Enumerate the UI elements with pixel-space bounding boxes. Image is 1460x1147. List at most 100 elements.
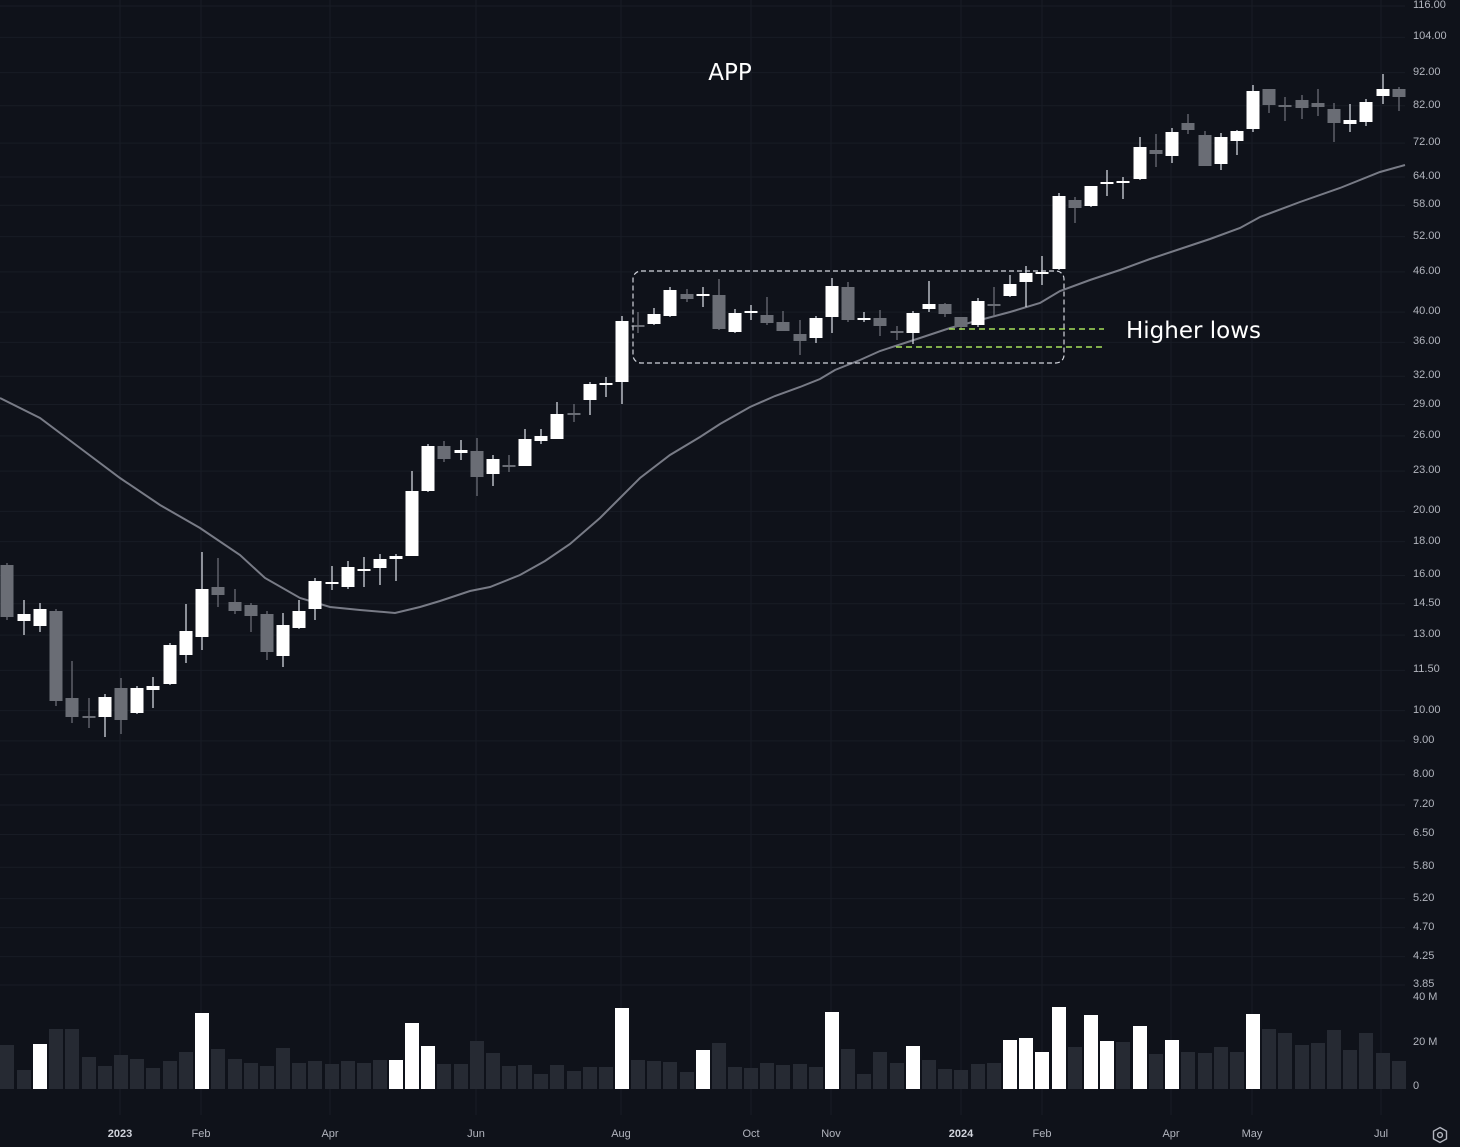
candle-body	[1246, 91, 1260, 129]
volume-bar	[890, 1063, 904, 1089]
price-tick-label: 6.50	[1413, 827, 1435, 840]
candle-body	[65, 698, 79, 717]
volume-bar	[421, 1046, 435, 1089]
settings-gear-icon[interactable]	[1431, 1126, 1449, 1144]
candle-body	[17, 614, 31, 621]
moving-average-line	[0, 164, 1406, 615]
volume-bar	[486, 1053, 500, 1089]
volume-bar	[1262, 1029, 1276, 1089]
volume-bar	[825, 1012, 839, 1089]
price-tick-label: 8.00	[1413, 767, 1435, 780]
candle-body	[793, 334, 807, 341]
volume-bar	[308, 1061, 322, 1089]
price-tick-label: 29.00	[1413, 397, 1441, 410]
candle-body	[987, 304, 1001, 306]
time-tick-label: Feb	[1032, 1128, 1052, 1140]
time-tick-label: Jul	[1373, 1128, 1389, 1140]
volume-bar	[389, 1060, 403, 1089]
volume-bar	[1359, 1033, 1373, 1089]
candle-body	[663, 290, 677, 316]
price-tick-label: 26.00	[1413, 428, 1441, 441]
volume-bar	[260, 1066, 274, 1089]
price-tick-label: 36.00	[1413, 335, 1441, 348]
volume-bar	[49, 1029, 63, 1089]
price-tick-label: 52.00	[1413, 229, 1441, 242]
volume-bar	[1376, 1053, 1390, 1089]
volume-bar	[244, 1063, 258, 1089]
volume-bar	[971, 1064, 985, 1089]
candle-body	[518, 439, 532, 466]
candle-body	[470, 451, 484, 477]
candle-body	[1116, 181, 1130, 183]
volume-bar	[437, 1064, 451, 1089]
volume-bar	[857, 1074, 871, 1089]
volume-bar	[873, 1052, 887, 1089]
price-tick-label: 64.00	[1413, 169, 1441, 182]
volume-bar	[373, 1060, 387, 1089]
price-tick-label: 82.00	[1413, 98, 1441, 111]
price-tick-label: 104.00	[1413, 30, 1447, 43]
candle-body	[873, 318, 887, 326]
candle-body	[211, 587, 225, 595]
time-tick-label: May	[1241, 1128, 1263, 1140]
candle-body	[130, 688, 144, 713]
candle-body	[260, 614, 274, 652]
candle-body	[1052, 196, 1066, 269]
candle-body	[373, 559, 387, 568]
candle-body	[486, 459, 500, 474]
price-tick-label: 72.00	[1413, 136, 1441, 149]
volume-bar	[195, 1013, 209, 1089]
volume-bar	[0, 1045, 14, 1089]
volume-bar	[615, 1008, 629, 1089]
volume-bar	[292, 1063, 306, 1089]
volume-bar	[1343, 1050, 1357, 1089]
candle-body	[195, 589, 209, 637]
candle-body	[1084, 186, 1098, 206]
candle-body	[163, 645, 177, 684]
price-tick-label: 3.85	[1413, 978, 1435, 990]
volume-bar	[567, 1071, 581, 1089]
candle-body	[728, 313, 742, 332]
volume-bar	[922, 1060, 936, 1089]
price-tick-label: 40.00	[1413, 305, 1441, 318]
candle-body	[1311, 103, 1325, 107]
candle-body	[841, 287, 855, 320]
candle-body	[696, 294, 710, 296]
volume-bar	[325, 1064, 339, 1089]
time-tick-label: Jun	[467, 1128, 485, 1140]
volume-bar	[65, 1029, 79, 1089]
candle-body	[1295, 100, 1309, 108]
volume-bar	[1327, 1030, 1341, 1089]
volume-bar	[82, 1057, 96, 1089]
volume-bar	[1035, 1052, 1049, 1089]
volume-bar	[98, 1066, 112, 1089]
volume-bar	[809, 1067, 823, 1089]
price-tick-label: 16.00	[1413, 568, 1441, 581]
volume-tick-label: 0	[1413, 1080, 1420, 1092]
candle-body	[938, 304, 952, 314]
candle-body	[389, 556, 403, 559]
candle-body	[1230, 131, 1244, 141]
volume-bar	[341, 1061, 355, 1089]
candle-body	[1003, 284, 1017, 296]
price-tick-label: 7.20	[1413, 798, 1435, 811]
time-tick-label: 2023	[107, 1128, 133, 1140]
candle-body	[1100, 182, 1114, 184]
price-tick-label: 58.00	[1413, 198, 1441, 211]
candle-body	[1181, 123, 1195, 130]
candle-body	[502, 465, 516, 467]
candle-body	[1376, 89, 1390, 96]
candle-body	[1019, 273, 1033, 282]
volume-bar	[518, 1065, 532, 1089]
price-tick-label: 4.70	[1413, 920, 1435, 933]
candle-body	[1343, 120, 1357, 124]
volume-bar	[793, 1064, 807, 1089]
price-tick-label: 116.00	[1413, 0, 1446, 11]
volume-bar	[211, 1049, 225, 1089]
price-tick-label: 92.00	[1413, 65, 1441, 78]
candle-body	[49, 611, 63, 701]
volume-bar	[228, 1059, 242, 1089]
time-tick-label: Nov	[821, 1128, 841, 1140]
volume-bar	[405, 1023, 419, 1089]
